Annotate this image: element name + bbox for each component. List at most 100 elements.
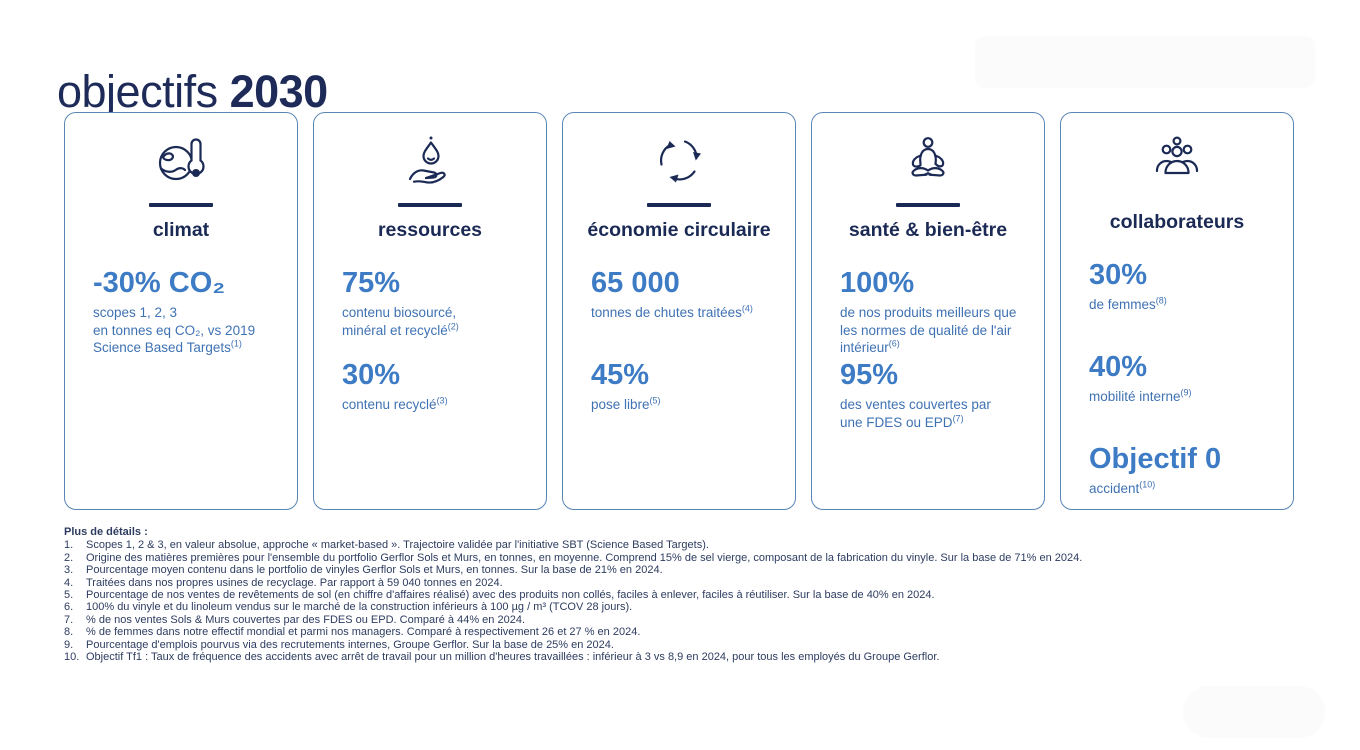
stat: -30% CO₂ scopes 1, 2, 3 en tonnes eq CO₂…: [93, 267, 277, 360]
footnotes-heading: Plus de détails :: [64, 526, 148, 538]
footnote-item: 6. 100% du vinyle et du linoleum vendus s…: [64, 601, 1304, 613]
footnote-ref: (8): [1155, 295, 1167, 306]
footnote-ref: (3): [436, 395, 448, 406]
stat-value: 75%: [342, 267, 401, 299]
stat-label: scopes 1, 2, 3 en tonnes eq CO₂, vs 2019…: [93, 305, 256, 355]
stat-value: 30%: [1089, 259, 1148, 291]
footnote-number: 7.: [64, 613, 74, 626]
footnote-ref: (1): [230, 338, 242, 349]
page-title-year: 2030: [229, 66, 329, 118]
card-title: santé & bien-être: [848, 219, 1008, 241]
card-divider: [647, 203, 711, 207]
card-stats: 75% contenu biosourcé, minéral et recycl…: [342, 267, 526, 452]
footnote-number: 5.: [64, 589, 74, 602]
footnote-number: 1.: [64, 539, 74, 552]
stat-value: 95%: [840, 359, 899, 391]
stat-label: contenu recyclé(3): [342, 395, 448, 413]
footnote-item: 3. Pourcentage moyen contenu dans le port…: [64, 564, 1304, 576]
footnote-ref: (9): [1180, 387, 1192, 398]
stat-value: 45%: [591, 359, 650, 391]
card-divider: [896, 203, 960, 207]
recycling-icon: [591, 133, 767, 193]
card-divider: [149, 203, 213, 207]
card-title: climat: [152, 219, 210, 241]
page-title: objectifs 2030: [57, 66, 328, 118]
stat-label: des ventes couvertes par une FDES ou EPD…: [840, 397, 991, 430]
footnote-text: Pourcentage d'emplois pourvus via des re…: [86, 638, 614, 651]
stat-value: 100%: [840, 267, 915, 299]
stat-value: 30%: [342, 359, 401, 391]
stat: 30% de femmes(8): [1089, 259, 1273, 352]
footnote-number: 2.: [64, 551, 74, 564]
card-title: économie circulaire: [587, 219, 771, 241]
card-divider: [398, 203, 462, 207]
card-sante-bien-etre: santé & bien-être 100% de nos produits m…: [811, 112, 1045, 510]
stat: 95% des ventes couvertes par une FDES ou…: [840, 359, 1024, 452]
footnotes-section: Plus de détails : 1. Scopes 1, 2 & 3, en …: [64, 526, 1304, 663]
footnote-ref: (6): [888, 338, 900, 349]
footnote-text: Traitées dans nos propres usines de recy…: [86, 576, 503, 589]
card-title: ressources: [377, 219, 483, 241]
objective-cards: climat -30% CO₂ scopes 1, 2, 3 en tonnes…: [64, 112, 1294, 510]
footnote-ref: (10): [1139, 479, 1156, 490]
footnote-item: 9. Pourcentage d'emplois pourvus via des …: [64, 639, 1304, 651]
stat: Objectif 0 accident(10): [1089, 443, 1273, 536]
footnote-text: Scopes 1, 2 & 3, en valeur absolue, appr…: [86, 539, 709, 552]
footnote-number: 8.: [64, 626, 74, 639]
stat-value: 40%: [1089, 351, 1148, 383]
globe-thermometer-icon: [93, 133, 269, 193]
stat-label: de femmes(8): [1089, 295, 1167, 313]
stat-label: accident(10): [1089, 479, 1156, 497]
footnote-number: 3.: [64, 564, 74, 577]
watermark-top-right: [975, 36, 1315, 88]
footnote-ref: (4): [741, 303, 753, 314]
footnote-item: 1. Scopes 1, 2 & 3, en valeur absolue, ap…: [64, 539, 1304, 551]
footnote-item: 7. % de nos ventes Sols & Murs couvertes …: [64, 614, 1304, 626]
footnote-item: 5. Pourcentage de nos ventes de revêtemen…: [64, 589, 1304, 601]
footnote-number: 9.: [64, 638, 74, 651]
card-ressources: ressources 75% contenu biosourcé, minéra…: [313, 112, 547, 510]
stat-label: de nos produits meilleurs que les normes…: [840, 305, 1017, 355]
footnote-ref: (5): [649, 395, 661, 406]
footnote-item: 8. % de femmes dans notre effectif mondia…: [64, 626, 1304, 638]
stat: 75% contenu biosourcé, minéral et recycl…: [342, 267, 526, 360]
stat-label: mobilité interne(9): [1089, 387, 1192, 405]
card-climat: climat -30% CO₂ scopes 1, 2, 3 en tonnes…: [64, 112, 298, 510]
card-stats: 30% de femmes(8) 40% mobilité interne(9)…: [1089, 259, 1273, 536]
footnote-item: 10. Objectif Tf1 : Taux de fréquence des …: [64, 651, 1304, 663]
stat-label: contenu biosourcé, minéral et recyclé(2): [342, 305, 459, 338]
card-collaborateurs: collaborateurs 30% de femmes(8) 40% mobi…: [1060, 112, 1294, 510]
footnote-text: 100% du vinyle et du linoleum vendus sur…: [86, 601, 633, 614]
card-title: collaborateurs: [1109, 211, 1245, 233]
footnote-text: Origine des matières premières pour l'en…: [86, 551, 1083, 564]
stat: 40% mobilité interne(9): [1089, 351, 1273, 444]
footnote-item: 4. Traitées dans nos propres usines de re…: [64, 577, 1304, 589]
footnote-number: 4.: [64, 576, 74, 589]
stat: 100% de nos produits meilleurs que les n…: [840, 267, 1024, 360]
stat-value: -30% CO₂: [93, 267, 226, 299]
stat-value: 65 000: [591, 267, 680, 299]
footnote-text: Pourcentage moyen contenu dans le portfo…: [86, 564, 663, 577]
stat-label: tonnes de chutes traitées(4): [591, 303, 753, 321]
meditation-icon: [840, 133, 1016, 193]
footnote-number: 10.: [64, 651, 80, 664]
card-stats: -30% CO₂ scopes 1, 2, 3 en tonnes eq CO₂…: [93, 267, 277, 360]
stat: 45% pose libre(5): [591, 359, 775, 452]
footnote-text: Objectif Tf1 : Taux de fréquence des acc…: [86, 651, 940, 664]
footnote-item: 2. Origine des matières premières pour l'…: [64, 552, 1304, 564]
footnote-text: % de femmes dans notre effectif mondial …: [86, 626, 641, 639]
hand-water-drop-icon: [342, 133, 518, 193]
stat: 30% contenu recyclé(3): [342, 359, 526, 452]
footnote-text: Pourcentage de nos ventes de revêtements…: [86, 589, 935, 602]
stat-value: Objectif 0: [1089, 443, 1222, 475]
footnote-ref: (2): [447, 321, 459, 332]
stat: 65 000 tonnes de chutes traitées(4): [591, 267, 775, 360]
watermark-bottom-right: [1183, 686, 1325, 738]
footnote-text: % de nos ventes Sols & Murs couvertes pa…: [86, 613, 526, 626]
card-economie-circulaire: économie circulaire 65 000 tonnes de chu…: [562, 112, 796, 510]
team-icon: [1089, 133, 1265, 189]
page-title-regular: objectifs: [57, 66, 230, 118]
stat-label: pose libre(5): [591, 395, 661, 413]
footnote-ref: (7): [952, 413, 964, 424]
card-stats: 100% de nos produits meilleurs que les n…: [840, 267, 1024, 452]
